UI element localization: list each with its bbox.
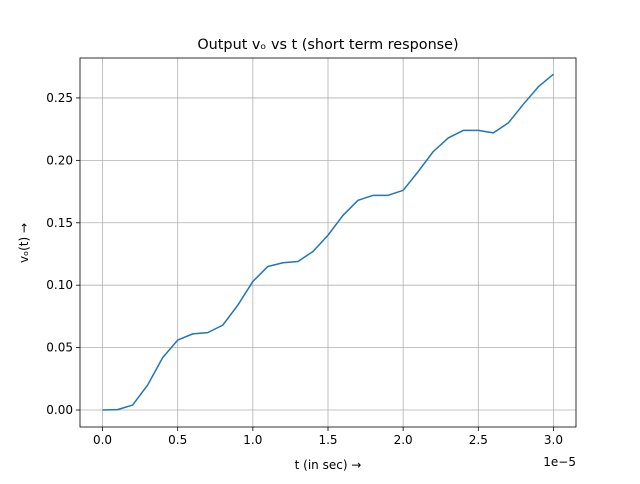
- x-tick-label: 1.0: [243, 433, 262, 447]
- y-tick-label: 0.15: [46, 216, 73, 230]
- plot-frame: [79, 57, 577, 428]
- x-offset-label: 1e−5: [543, 455, 576, 469]
- y-axis-label: vₒ(t) →: [17, 223, 31, 263]
- y-tick-label: 0.05: [46, 341, 73, 355]
- x-tick-label: 2.5: [469, 433, 488, 447]
- data-line: [102, 73, 554, 411]
- x-axis-label: t (in sec) →: [295, 458, 362, 472]
- x-tick-label: 0.5: [168, 433, 187, 447]
- y-tick-label: 0.25: [46, 91, 73, 105]
- x-tick-label: 1.5: [318, 433, 337, 447]
- y-tick-label: 0.20: [46, 153, 73, 167]
- x-tick-label: 2.0: [394, 433, 413, 447]
- y-tick-label: 0.10: [46, 278, 73, 292]
- x-tick-label: 0.0: [93, 433, 112, 447]
- chart-title: Output vₒ vs t (short term response): [197, 37, 458, 53]
- y-tick-label: 0.00: [46, 403, 73, 417]
- x-tick-label: 3.0: [544, 433, 563, 447]
